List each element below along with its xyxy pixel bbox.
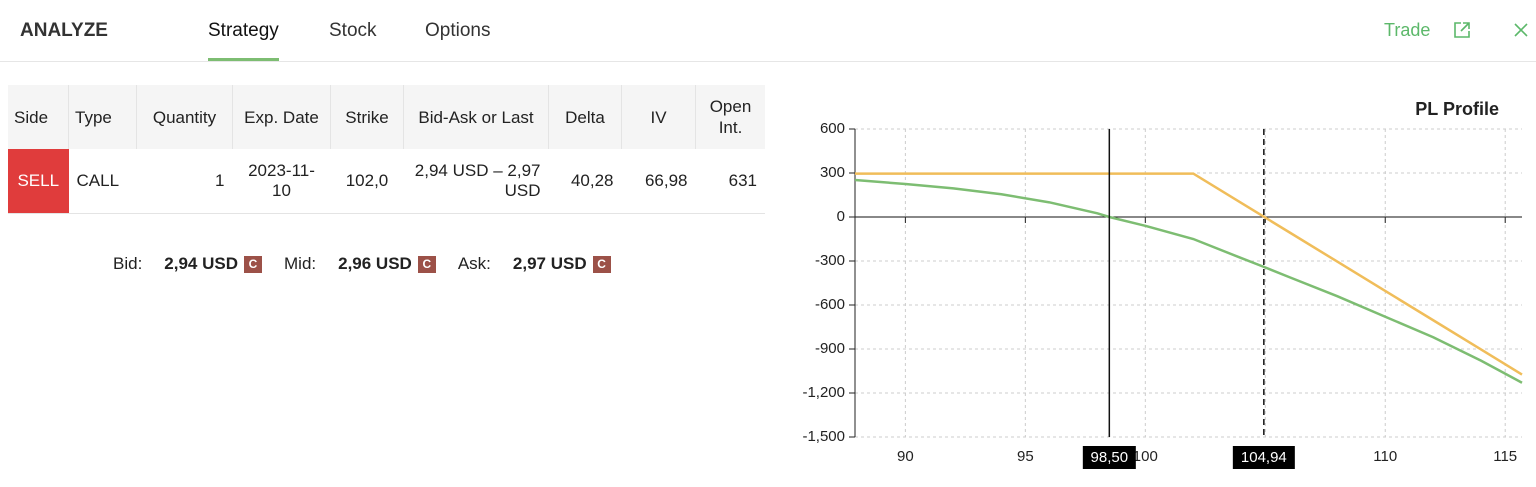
chart-title: PL Profile — [1415, 99, 1499, 119]
quote-label: Bid: — [113, 254, 143, 273]
column-header: Quantity — [136, 85, 233, 149]
y-tick-label: 0 — [837, 208, 845, 225]
quote-badge: C — [592, 255, 611, 273]
pl-line — [855, 172, 1523, 376]
table-cell: 102,0 — [330, 149, 404, 214]
table-cell: 631 — [695, 149, 765, 214]
marker-label: 104,94 — [1241, 449, 1287, 466]
y-tick-label: -1,500 — [802, 428, 845, 445]
close-button[interactable] — [1513, 22, 1529, 38]
tab[interactable]: Strategy — [208, 20, 279, 61]
quote-badge: C — [417, 255, 436, 273]
quote-label: Mid: — [284, 254, 317, 273]
marker-label-box — [1082, 446, 1136, 469]
pl-chart: PL Profile -1,500 -1,200 -900 -600 -300 0 300 6… — [802, 99, 1523, 469]
quote-value: 2,96 USD — [338, 254, 412, 273]
x-tick-label: 95 — [1017, 448, 1034, 465]
table-cell: SELL — [8, 149, 69, 214]
y-tick-label: 600 — [820, 120, 845, 137]
quote-badge: C — [244, 255, 262, 273]
tab[interactable]: Stock — [329, 20, 377, 41]
table-cell: 66,98 — [621, 149, 696, 214]
pl-line — [854, 178, 1523, 384]
y-tick-label: -900 — [815, 340, 845, 357]
tab[interactable]: Options — [425, 20, 491, 41]
page-title: ANALYZE — [20, 20, 108, 41]
quote-label: Ask: — [457, 254, 491, 273]
table-cell: 40,28 — [548, 149, 622, 214]
table-cell: 1 — [136, 149, 233, 214]
column-header: Bid-Ask or Last — [403, 85, 549, 149]
column-header: IV — [621, 85, 696, 149]
external-icon[interactable] — [1452, 20, 1472, 40]
quotes: Bid: 2,94 USD C Mid: 2,96 USD C Ask: 2,97 USD C — [113, 254, 633, 274]
x-tick-label: 115 — [1493, 448, 1517, 465]
x-tick-label: 100 — [1133, 448, 1158, 465]
column-header: Exp. Date — [232, 85, 331, 149]
table-cell: 2,94 USD – 2,97 USD — [403, 149, 549, 214]
x-tick-label: 110 — [1373, 448, 1397, 465]
column-header: Delta — [548, 85, 622, 149]
x-tick-label: 90 — [897, 448, 914, 465]
column-header: Type — [68, 85, 137, 149]
table-row: SELL CALL 1 2023-11-10 102,0 2,94 USD – 2,97 … — [8, 149, 765, 214]
quote-value: 2,97 USD — [512, 254, 587, 273]
table-cell: CALL — [68, 149, 137, 214]
header — [0, 0, 1536, 62]
y-tick-label: -300 — [815, 252, 845, 269]
marker-label: 98,50 — [1091, 449, 1129, 466]
positions-table: Side Type Quantity Exp. Date Strike Bid-Ask o… — [8, 85, 765, 214]
y-tick-label: -600 — [815, 296, 845, 313]
y-tick-label: 300 — [820, 164, 845, 181]
quote-value: 2,94 USD — [164, 254, 238, 273]
y-tick-label: -1,200 — [802, 384, 845, 401]
column-header: Side — [8, 85, 69, 149]
marker-label-box — [1232, 446, 1295, 469]
table-cell: 2023-11-10 — [232, 149, 331, 214]
column-header: Strike — [330, 85, 404, 149]
column-header: Open Int. — [695, 85, 765, 149]
trade-link[interactable]: Trade — [1384, 20, 1431, 40]
